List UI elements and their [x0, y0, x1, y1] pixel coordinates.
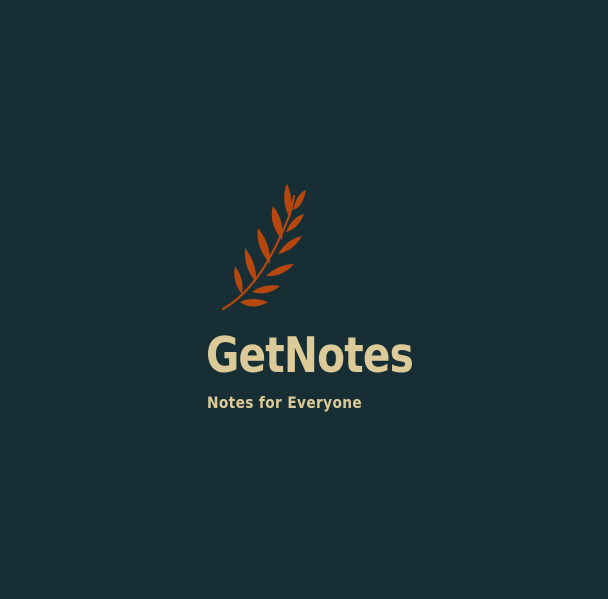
leaf-branch-icon: [221, 184, 306, 311]
brand-tagline: Notes for Everyone: [207, 393, 363, 412]
brand-name: GetNotes: [206, 327, 414, 384]
